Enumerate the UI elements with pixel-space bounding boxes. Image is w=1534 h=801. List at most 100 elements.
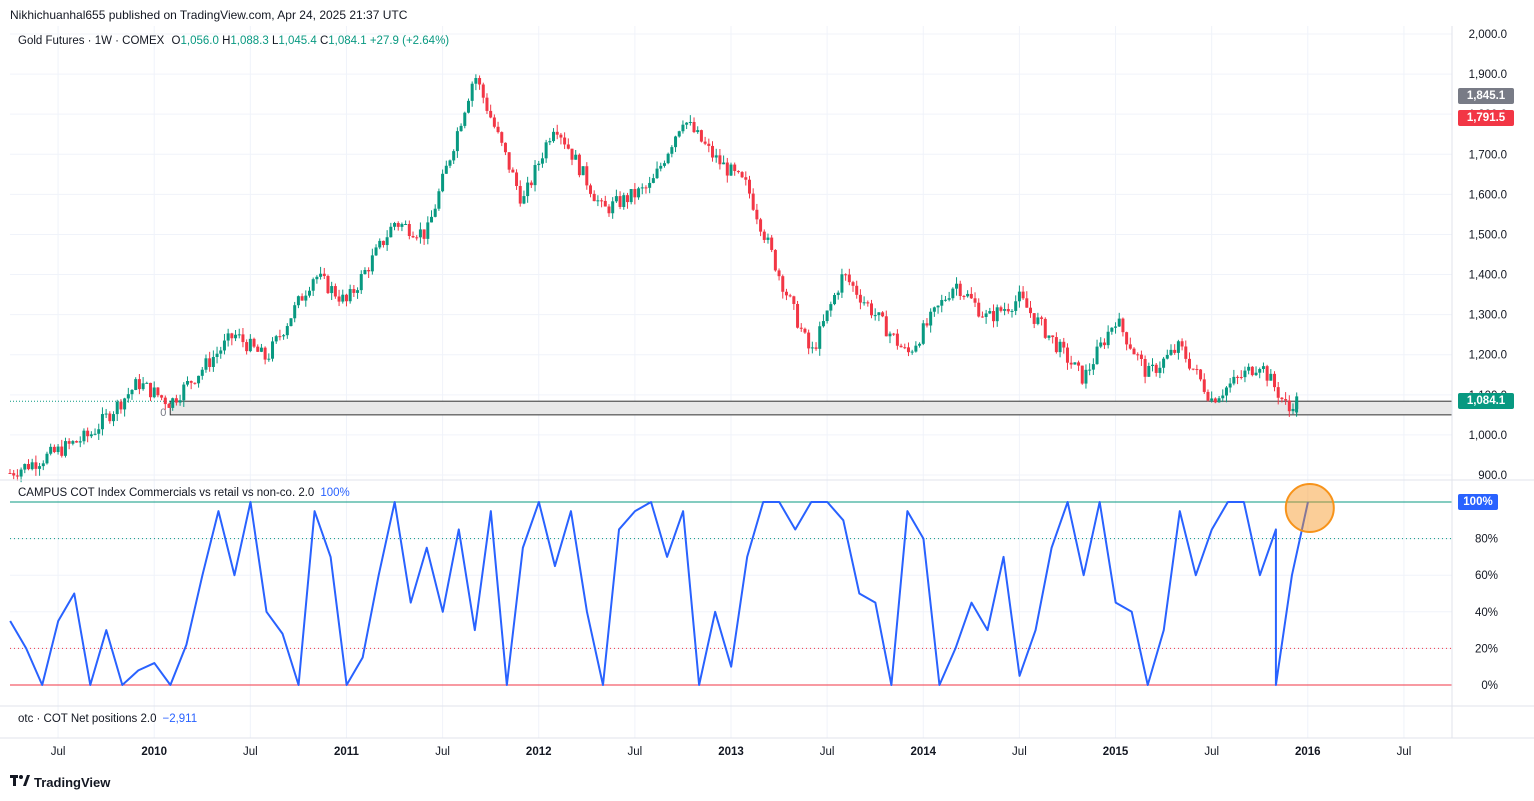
candle-body bbox=[200, 369, 204, 376]
candle-body bbox=[607, 206, 611, 214]
candle-body bbox=[141, 383, 145, 390]
candle-body bbox=[895, 333, 899, 346]
candle-body bbox=[193, 382, 197, 384]
candle-body bbox=[674, 136, 678, 148]
candle-body bbox=[581, 166, 585, 176]
candle-body bbox=[681, 124, 685, 132]
candle-body bbox=[722, 162, 726, 165]
candle-body bbox=[1136, 354, 1140, 356]
candle-body bbox=[245, 342, 249, 352]
candle-body bbox=[104, 413, 108, 415]
candle-body bbox=[256, 346, 260, 352]
candle-body bbox=[149, 382, 153, 398]
candle-body bbox=[603, 200, 607, 207]
candle-body bbox=[733, 164, 737, 171]
indicator-axis-tick-label: 80% bbox=[1475, 534, 1498, 546]
candle-body bbox=[119, 401, 123, 410]
price-candles bbox=[8, 74, 1299, 483]
candle-body bbox=[884, 316, 888, 337]
symbol-label[interactable]: Gold Futures · 1W · COMEX bbox=[18, 35, 165, 47]
candle-body bbox=[1003, 309, 1007, 311]
time-axis-tick-label: 2016 bbox=[1295, 746, 1321, 758]
tradingview-icon bbox=[10, 775, 30, 790]
price-axis-tick-label: 1,900.0 bbox=[1469, 69, 1507, 81]
candle-body bbox=[588, 185, 592, 194]
candle-body bbox=[500, 132, 504, 143]
candle-body bbox=[773, 249, 777, 271]
time-axis-tick-label: Jul bbox=[1397, 746, 1412, 758]
low-value: 1,045.4 bbox=[278, 35, 317, 47]
candle-body bbox=[348, 289, 352, 302]
candle-body bbox=[89, 434, 93, 437]
candle-body bbox=[381, 240, 385, 246]
candle-body bbox=[1254, 372, 1258, 376]
candle-body bbox=[540, 158, 544, 164]
candle-body bbox=[958, 283, 962, 297]
candle-body bbox=[1199, 369, 1203, 380]
candle-body bbox=[1243, 370, 1247, 378]
candle-body bbox=[1261, 366, 1265, 370]
candle-body bbox=[1088, 369, 1092, 371]
candle-body bbox=[156, 387, 160, 396]
candle-body bbox=[1091, 364, 1095, 370]
candle-body bbox=[1017, 291, 1021, 302]
candle-body bbox=[1095, 346, 1099, 365]
candle-body bbox=[285, 326, 289, 336]
candle-body bbox=[252, 338, 256, 347]
candle-body bbox=[481, 84, 485, 98]
last-candle-body bbox=[1295, 401, 1299, 413]
brand-label: TradingView bbox=[34, 775, 111, 790]
time-axis-tick-label: 2012 bbox=[526, 746, 552, 758]
candle-body bbox=[1062, 341, 1066, 348]
pane-dividers bbox=[0, 26, 1534, 739]
candle-body bbox=[873, 315, 877, 317]
candle-body bbox=[544, 142, 548, 159]
candle-body bbox=[1128, 344, 1132, 349]
candle-body bbox=[171, 398, 175, 408]
candle-body bbox=[936, 305, 940, 308]
candle-body bbox=[1099, 342, 1103, 347]
candle-body bbox=[219, 350, 223, 354]
candle-body bbox=[932, 307, 936, 312]
candle-body bbox=[577, 154, 581, 176]
candle-body bbox=[688, 121, 692, 123]
candle-body bbox=[918, 343, 922, 346]
candle-body bbox=[359, 274, 363, 291]
otc-name[interactable]: otc · COT Net positions 2.0 bbox=[18, 713, 157, 725]
candle-body bbox=[333, 286, 337, 297]
candle-body bbox=[969, 293, 973, 299]
candle-body bbox=[870, 303, 874, 316]
highlight-circle bbox=[1284, 483, 1335, 533]
candle-body bbox=[1040, 317, 1044, 319]
candle-body bbox=[1247, 366, 1251, 371]
candle-body bbox=[1065, 347, 1069, 363]
candle-body bbox=[866, 302, 870, 304]
candle-body bbox=[1232, 376, 1236, 384]
candle-body bbox=[833, 295, 837, 305]
price-axis-tick-label: 1,400.0 bbox=[1469, 270, 1507, 282]
indicator-name[interactable]: CAMPUS COT Index Commercials vs retail v… bbox=[18, 487, 315, 499]
publisher-line: Nikhichuanhal655 published on TradingVie… bbox=[10, 8, 408, 22]
candle-body bbox=[49, 446, 53, 454]
price-axis-tick-label: 1,300.0 bbox=[1469, 310, 1507, 322]
candle-body bbox=[596, 200, 600, 202]
candle-body bbox=[30, 462, 34, 470]
candle-body bbox=[1221, 395, 1225, 399]
candle-body bbox=[814, 347, 818, 349]
candle-body bbox=[248, 338, 252, 352]
candle-body bbox=[574, 154, 578, 160]
candle-body bbox=[951, 288, 955, 299]
tradingview-logo[interactable]: TradingView bbox=[10, 775, 110, 790]
candle-body bbox=[522, 196, 526, 204]
candle-body bbox=[1239, 376, 1243, 378]
candle-body bbox=[914, 345, 918, 352]
time-axis-tick-label: 2015 bbox=[1103, 746, 1129, 758]
time-axis-tick-label: Jul bbox=[435, 746, 450, 758]
candle-body bbox=[407, 224, 411, 236]
candle-body bbox=[888, 333, 892, 337]
candle-body bbox=[492, 117, 496, 127]
candle-body bbox=[123, 398, 127, 410]
candle-body bbox=[1028, 307, 1032, 314]
candle-body bbox=[274, 336, 278, 342]
candle-body bbox=[714, 155, 718, 158]
